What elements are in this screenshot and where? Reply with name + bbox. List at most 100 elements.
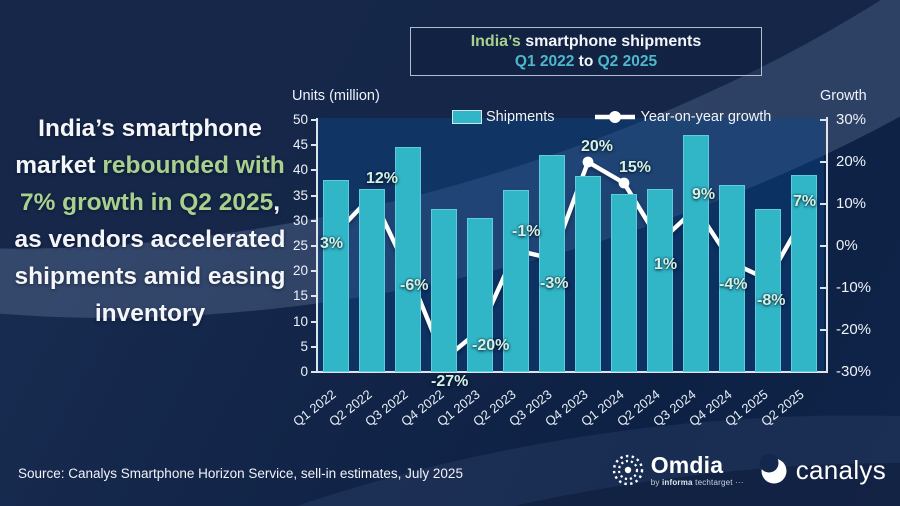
bottom-axis-line bbox=[316, 371, 828, 373]
omdia-logo-icon bbox=[612, 454, 643, 486]
growth-label-q2-2024: 1% bbox=[654, 255, 678, 273]
left-axis-tick-30: 30 bbox=[292, 212, 308, 228]
bar-q1-2025 bbox=[755, 208, 781, 372]
headline-highlight: rebounded with 7% growth in Q2 2025 bbox=[19, 152, 285, 216]
bar-q2-2025 bbox=[791, 175, 817, 372]
left-axis-tick-0: 0 bbox=[300, 364, 308, 379]
growth-line-marker-icon bbox=[594, 111, 635, 123]
legend-shipments-label: Shipments bbox=[486, 109, 555, 125]
left-axis-tick-45: 45 bbox=[292, 137, 308, 153]
chart-title-q1: Q1 2022 bbox=[514, 53, 575, 70]
canalys-logo-icon bbox=[759, 454, 787, 484]
source-note: Source: Canalys Smartphone Horizon Servi… bbox=[18, 466, 463, 481]
left-axis-tick-15: 15 bbox=[292, 288, 308, 304]
headline-post: , as vendors accelerated shipments amid … bbox=[14, 189, 286, 327]
left-axis-title: Units (million) bbox=[292, 88, 380, 104]
left-axis-tick-25: 25 bbox=[292, 238, 308, 253]
chart-title-line1: India’s smartphone shipments bbox=[411, 31, 761, 52]
legend: Shipments Year-on-year growth bbox=[452, 109, 771, 125]
line-point-q1-2024 bbox=[618, 177, 630, 189]
right-axis-tick--30%: -30% bbox=[836, 363, 872, 380]
growth-line-chart bbox=[330, 156, 810, 365]
growth-label-q2-2023: -1% bbox=[512, 223, 541, 241]
right-tick-mark bbox=[820, 245, 826, 247]
left-tick-mark bbox=[311, 194, 317, 197]
left-tick-mark bbox=[311, 169, 317, 172]
bar-q1-2023 bbox=[467, 217, 493, 372]
left-axis-tick-50: 50 bbox=[292, 112, 308, 127]
growth-label-q3-2022: -6% bbox=[400, 277, 429, 295]
left-tick-mark bbox=[311, 345, 317, 348]
canalys-word: canalys bbox=[795, 454, 886, 485]
growth-label-q4-2022: -27% bbox=[431, 373, 469, 391]
bar-q3-2024 bbox=[683, 134, 709, 372]
left-tick-mark bbox=[311, 245, 317, 247]
shipments-swatch-icon bbox=[452, 110, 482, 124]
left-axis-tick-35: 35 bbox=[292, 187, 308, 203]
chart-title-rest: smartphone shipments bbox=[520, 33, 702, 50]
chart-title-india: India’s bbox=[470, 33, 521, 50]
bar-q2-2023 bbox=[503, 190, 529, 372]
bar-q1-2022 bbox=[323, 180, 349, 372]
chart-title-line2: Q1 2022 to Q2 2025 bbox=[411, 52, 761, 72]
left-tick-mark bbox=[311, 295, 317, 298]
canalys-logo: canalys bbox=[758, 454, 886, 486]
growth-label-q1-2025: -8% bbox=[757, 291, 786, 309]
bar-q3-2023 bbox=[539, 155, 565, 372]
growth-label-q1-2024: 15% bbox=[619, 159, 652, 176]
left-axis-tick-10: 10 bbox=[292, 313, 308, 329]
right-axis-tick-0%: 0% bbox=[836, 237, 858, 254]
growth-label-q2-2025: 7% bbox=[793, 192, 817, 210]
right-tick-mark bbox=[820, 161, 826, 163]
right-tick-mark bbox=[820, 287, 826, 289]
right-tick-mark bbox=[820, 203, 826, 205]
omdia-logo: Omdia by informa techtarget ··· bbox=[610, 452, 744, 488]
growth-label-q4-2023: 20% bbox=[581, 138, 614, 155]
left-tick-mark bbox=[311, 219, 317, 222]
left-axis-tick-20: 20 bbox=[292, 263, 308, 279]
right-axis-tick-10%: 10% bbox=[836, 195, 867, 212]
line-point-q4-2023 bbox=[582, 156, 594, 168]
left-axis-tick-5: 5 bbox=[300, 338, 308, 354]
growth-label-q3-2024: 9% bbox=[692, 186, 716, 204]
logo-row: Omdia by informa techtarget ··· canalys bbox=[610, 452, 886, 488]
left-tick-mark bbox=[311, 270, 317, 273]
left-tick-mark bbox=[311, 144, 317, 147]
right-axis-title: Growth bbox=[820, 88, 867, 104]
right-tick-mark bbox=[820, 371, 826, 373]
growth-label-q1-2022: 3% bbox=[320, 235, 344, 253]
bar-q3-2022 bbox=[395, 147, 421, 372]
legend-growth-label: Year-on-year growth bbox=[640, 109, 772, 125]
bar-q4-2022 bbox=[431, 208, 457, 372]
right-axis-tick--20%: -20% bbox=[836, 321, 872, 338]
omdia-subtitle: by informa techtarget ··· bbox=[650, 477, 744, 487]
bar-q4-2023 bbox=[575, 175, 601, 372]
growth-label-q4-2024: -4% bbox=[719, 275, 748, 293]
chart-plot-area: 3% 12% -6% -27% -20% -1% -3% 20% 15% 1% 9% -4% -8% 7% bbox=[318, 120, 822, 390]
right-axis-tick--10%: -10% bbox=[836, 279, 872, 296]
headline: India’s smartphone market rebounded with… bbox=[8, 110, 292, 332]
left-axis-tick-40: 40 bbox=[292, 162, 308, 178]
omdia-word: Omdia bbox=[650, 451, 724, 478]
left-axis-line bbox=[316, 118, 318, 373]
right-axis-tick-30%: 30% bbox=[836, 111, 867, 128]
chart-title-to: to bbox=[574, 53, 598, 70]
left-tick-mark bbox=[311, 320, 317, 323]
legend-item-growth: Year-on-year growth bbox=[593, 109, 772, 125]
omdia-wordmark: Omdia by informa techtarget ··· bbox=[650, 451, 744, 487]
right-axis-line bbox=[826, 117, 828, 373]
headline-pre: India’s smartphone market bbox=[15, 115, 262, 179]
bar-q4-2024 bbox=[719, 184, 745, 372]
left-tick-mark bbox=[311, 371, 317, 373]
growth-label-q2-2022: 12% bbox=[366, 169, 399, 187]
bar-q2-2022 bbox=[359, 188, 385, 372]
right-axis-tick-20%: 20% bbox=[836, 153, 867, 170]
chart-title-box: India’s smartphone shipments Q1 2022 to … bbox=[410, 27, 762, 76]
right-tick-mark bbox=[820, 119, 826, 121]
left-tick-mark bbox=[311, 119, 317, 121]
right-tick-mark bbox=[820, 329, 826, 331]
bar-q1-2024 bbox=[611, 194, 637, 372]
bar-q2-2024 bbox=[647, 188, 673, 372]
growth-label-q1-2023: -20% bbox=[472, 337, 510, 354]
